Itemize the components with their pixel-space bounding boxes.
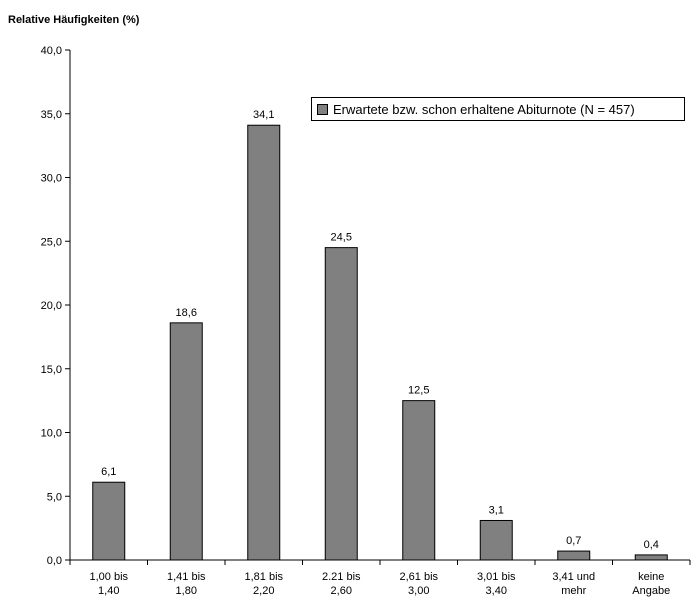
bars [92, 124, 668, 561]
y-tick-label: 15,0 [41, 364, 62, 376]
value-label: 12,5 [408, 385, 429, 397]
x-tick-label: 1,40 [98, 585, 119, 597]
legend-label: Erwartete bzw. schon erhaltene Abiturnot… [333, 101, 635, 117]
x-tick-label: 2.21 bis [322, 571, 361, 583]
y-tick-label: 25,0 [41, 236, 62, 248]
bar [479, 519, 513, 561]
value-labels: 6,1 18,6 34,1 24,5 12,5 3,1 0,7 0,4 [101, 109, 659, 551]
x-tick-label: 2,61 bis [399, 571, 438, 583]
y-axis-title: Relative Häufigkeiten (%) [8, 14, 140, 26]
y-tick-label: 20,0 [41, 300, 62, 312]
y-tick-label: 10,0 [41, 428, 62, 440]
value-label: 34,1 [253, 109, 274, 121]
bar [169, 322, 203, 561]
value-label: 6,1 [101, 466, 116, 478]
x-tick-label: 1,80 [176, 585, 197, 597]
x-tick-label: keine [638, 571, 664, 583]
x-tick-label: 2,20 [253, 585, 274, 597]
value-label: 24,5 [331, 232, 352, 244]
x-tick-label: 1,00 bis [89, 571, 128, 583]
bar [402, 400, 436, 561]
x-tick-label: 1,81 bis [244, 571, 283, 583]
y-tick-label: 35,0 [41, 109, 62, 121]
x-tick-label: 3,00 [408, 585, 429, 597]
bar [634, 554, 668, 561]
y-tick-label: 30,0 [41, 173, 62, 185]
value-label: 0,4 [644, 539, 659, 551]
value-label: 18,6 [176, 307, 197, 319]
y-tick-label: 0,0 [47, 555, 62, 567]
x-tick-label: 3,01 bis [477, 571, 516, 583]
y-axis-ticks: 0,0 5,0 10,0 15,0 20,0 25,0 30,0 35,0 40,0 [41, 45, 70, 567]
y-tick-label: 40,0 [41, 45, 62, 57]
x-tick-label: Angabe [632, 585, 670, 597]
x-axis-labels: 1,00 bis 1,40 1,41 bis 1,80 1,81 bis 2,20 2.21… [89, 571, 670, 597]
x-tick-label: mehr [561, 585, 586, 597]
x-tick-label: 2,60 [331, 585, 352, 597]
bar [324, 247, 358, 561]
bar [247, 124, 281, 561]
y-tick-label: 5,0 [47, 491, 62, 503]
value-label: 0,7 [566, 535, 581, 547]
x-tick-label: 3,41 und [552, 571, 595, 583]
bar [92, 481, 126, 561]
x-tick-label: 3,40 [486, 585, 507, 597]
bar [557, 550, 591, 561]
legend-swatch [317, 103, 328, 115]
chart-axes [69, 50, 691, 565]
x-tick-label: 1,41 bis [167, 571, 206, 583]
legend: Erwartete bzw. schon erhaltene Abiturnot… [311, 97, 685, 121]
value-label: 3,1 [489, 504, 504, 516]
